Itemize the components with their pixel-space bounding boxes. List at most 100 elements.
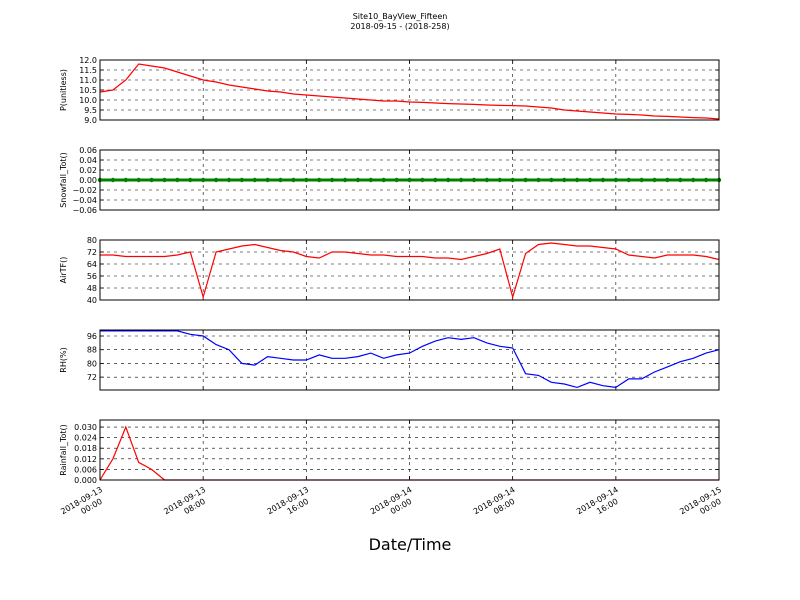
- data-point: [265, 177, 270, 183]
- y-tick-label: 72: [87, 248, 97, 257]
- data-point: [136, 177, 141, 183]
- data-point: [278, 177, 283, 183]
- y-tick-label: 64: [87, 260, 97, 269]
- y-tick-label: −0.02: [72, 186, 97, 195]
- data-point: [678, 177, 683, 183]
- y-axis-label: P(unitless): [59, 69, 68, 111]
- y-tick-label: −0.04: [72, 196, 97, 205]
- y-tick-label: 0.00: [79, 176, 97, 185]
- data-point: [471, 177, 477, 183]
- y-tick-label: 9.0: [84, 116, 97, 125]
- y-axis-label: Rainfall_Tot(): [59, 424, 68, 476]
- data-point: [213, 177, 219, 183]
- data-point: [175, 177, 180, 183]
- axes-frame: [99, 59, 720, 121]
- y-axis-label: AirTF(): [59, 257, 68, 284]
- y-tick-label: 11.0: [79, 76, 97, 85]
- data-point: [703, 177, 709, 183]
- data-point: [458, 177, 464, 183]
- y-axis-label: Snowfall_Tot(): [59, 152, 68, 208]
- data-point: [291, 177, 296, 183]
- data-point: [536, 177, 541, 183]
- y-tick-label: 0.02: [79, 166, 97, 175]
- data-point: [665, 177, 670, 183]
- data-point: [613, 177, 619, 183]
- data-point: [381, 177, 386, 183]
- y-tick-label: 96: [87, 332, 97, 341]
- y-tick-label: 80: [87, 236, 97, 245]
- y-tick-label: 0.006: [74, 465, 97, 474]
- y-tick-label: 10.5: [79, 86, 97, 95]
- y-tick-label: 10.0: [79, 96, 97, 105]
- y-tick-label: 0.04: [79, 156, 97, 165]
- data-point: [445, 177, 451, 183]
- y-tick-label: 0.06: [79, 146, 97, 155]
- data-line: [99, 63, 720, 120]
- data-point: [549, 177, 554, 183]
- y-tick-label: 0.012: [74, 455, 97, 464]
- data-point: [407, 177, 412, 183]
- y-tick-label: 12.0: [79, 56, 97, 65]
- data-line: [100, 242, 720, 300]
- y-tick-label: 80: [87, 359, 97, 368]
- data-point: [188, 177, 193, 183]
- data-point: [420, 177, 425, 183]
- data-point: [691, 177, 696, 183]
- figure-title: Site10_BayView_Fifteen: [353, 12, 448, 21]
- data-point: [239, 177, 245, 183]
- data-point: [433, 177, 438, 183]
- y-tick-label: 0.000: [74, 476, 97, 485]
- data-point: [497, 177, 502, 183]
- data-point: [329, 177, 335, 183]
- data-point: [523, 177, 528, 183]
- data-point: [200, 177, 206, 183]
- y-axis-label: RH(%): [59, 347, 68, 372]
- data-point: [600, 177, 606, 183]
- data-point: [574, 177, 580, 183]
- figure-subtitle: 2018-09-15 - (2018-258): [350, 22, 449, 31]
- data-point: [317, 177, 322, 183]
- y-tick-label: 88: [87, 346, 97, 355]
- data-point: [626, 177, 631, 183]
- data-point: [355, 177, 361, 183]
- data-point: [394, 177, 399, 183]
- y-tick-label: 40: [87, 296, 97, 305]
- data-point: [110, 177, 116, 183]
- data-point: [252, 177, 257, 183]
- axes-frame: [99, 329, 720, 391]
- axes-frame: [99, 239, 720, 301]
- y-tick-label: 72: [87, 373, 97, 382]
- data-point: [562, 177, 567, 183]
- data-point: [123, 177, 128, 183]
- y-tick-label: −0.06: [72, 206, 97, 215]
- x-axis-label: Date/Time: [369, 535, 452, 554]
- data-point: [639, 177, 644, 183]
- data-point: [304, 177, 309, 183]
- data-line: [100, 330, 720, 389]
- y-tick-label: 0.030: [74, 423, 97, 432]
- data-point: [368, 177, 374, 183]
- axes-frame: [99, 419, 720, 481]
- y-tick-label: 48: [87, 284, 97, 293]
- data-point: [162, 177, 167, 183]
- y-tick-label: 0.024: [74, 434, 97, 443]
- y-tick-label: 56: [87, 272, 97, 281]
- y-tick-label: 0.018: [74, 444, 97, 453]
- data-point: [149, 177, 154, 183]
- data-point: [226, 177, 232, 183]
- data-point: [510, 177, 515, 183]
- y-tick-label: 9.5: [84, 106, 97, 115]
- data-point: [484, 177, 490, 183]
- data-point: [342, 177, 348, 183]
- data-point: [652, 177, 657, 183]
- axes-frame: [99, 149, 720, 211]
- data-point: [587, 177, 593, 183]
